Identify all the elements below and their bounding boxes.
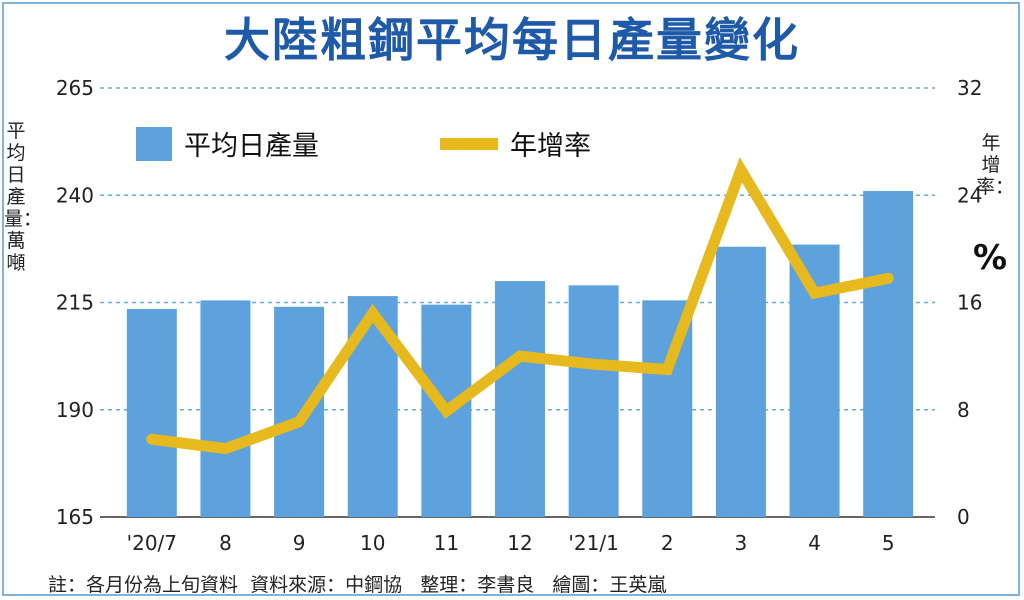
left-tick-label: 215 <box>56 291 94 315</box>
legend-line-label: 年增率 <box>510 131 591 162</box>
x-tick-label: '20/7 <box>127 531 177 555</box>
bar-6 <box>568 285 619 517</box>
growth-point-10 <box>887 277 890 280</box>
bar-series <box>126 190 914 518</box>
growth-point-3 <box>371 312 374 315</box>
right-tick-label: 8 <box>957 398 970 422</box>
chart-title: 大陸粗鋼平均每日產量變化 <box>224 13 800 67</box>
footnote: 註：各月份為上旬資料 資料來源：中鋼協 整理：李書良 繪圖：王英嵐 <box>48 574 667 596</box>
growth-point-8 <box>739 168 742 171</box>
legend-line-swatch <box>440 138 498 150</box>
legend: 平均日產量 年增率 <box>136 127 591 162</box>
right-axis-label: 年增率： <box>976 132 1015 198</box>
x-axis-ticks: '20/7 8 9 10 11 12 '21/1 2 3 4 5 <box>127 531 895 555</box>
x-tick-label: 3 <box>735 531 748 555</box>
bar-5 <box>495 281 545 517</box>
x-tick-label: 4 <box>808 531 821 555</box>
x-tick-label: '21/1 <box>568 531 618 555</box>
bar-2 <box>274 306 325 517</box>
x-tick-label: 9 <box>293 531 306 555</box>
x-tick-label: 5 <box>882 531 895 555</box>
left-tick-label: 240 <box>56 183 94 207</box>
x-tick-label: 12 <box>507 531 532 555</box>
growth-point-2 <box>298 420 301 423</box>
line-series <box>146 157 894 455</box>
bar-10 <box>863 190 914 517</box>
growth-point-4 <box>445 410 448 413</box>
left-tick-label: 190 <box>56 398 94 422</box>
growth-point-7 <box>666 368 669 371</box>
bar-1 <box>200 300 251 517</box>
x-tick-label: 2 <box>661 531 674 555</box>
right-tick-label: 16 <box>957 291 982 315</box>
right-tick-label: 0 <box>957 505 970 529</box>
right-axis-unit: % <box>972 238 1008 278</box>
right-tick-label: 32 <box>957 76 982 100</box>
growth-point-0 <box>150 438 153 441</box>
x-tick-label: 8 <box>219 531 232 555</box>
left-axis-label: 平均日產量：萬噸 <box>4 120 43 274</box>
growth-point-6 <box>592 363 595 366</box>
left-axis-ticks: 265 240 215 190 165 <box>56 76 94 529</box>
right-axis-ticks: 32 24 16 8 0 <box>957 76 982 529</box>
x-tick-label: 10 <box>360 531 385 555</box>
left-tick-label: 165 <box>56 505 94 529</box>
x-tick-label: 11 <box>434 531 459 555</box>
growth-point-5 <box>519 355 521 358</box>
legend-bar-label: 平均日產量 <box>184 131 319 162</box>
legend-bar-swatch <box>136 127 172 161</box>
right-tick-label: 24 <box>957 183 982 207</box>
left-tick-label: 265 <box>56 76 94 100</box>
bar-8 <box>715 246 766 518</box>
growth-point-9 <box>813 292 816 295</box>
bar-0 <box>126 308 177 517</box>
growth-point-1 <box>224 447 227 450</box>
